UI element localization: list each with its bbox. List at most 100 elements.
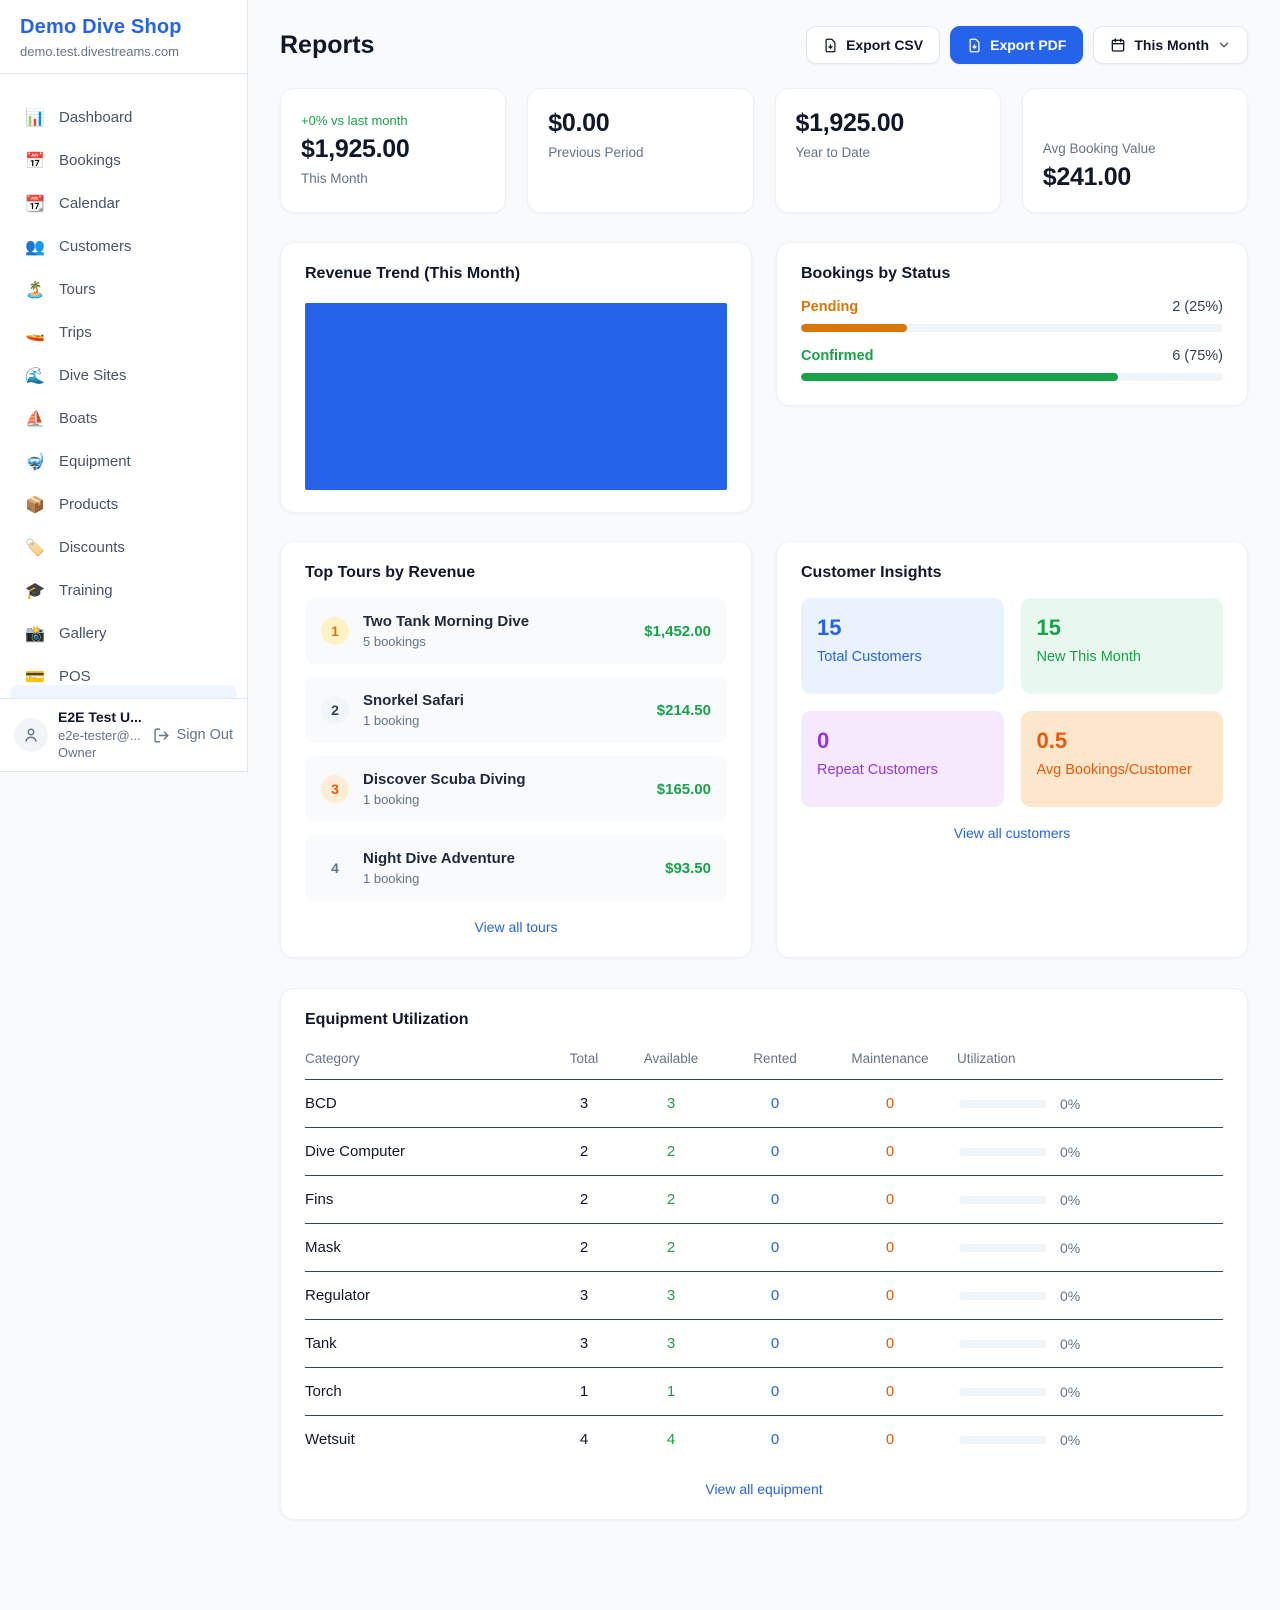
stat-label: Year to Date	[795, 145, 871, 160]
user-meta: E2E Test U... e2e-tester@... Owner	[58, 708, 142, 762]
sidebar-item[interactable]: 📸 Gallery	[10, 612, 237, 655]
nav-icon: 📆	[25, 195, 45, 213]
equipment-total: 2	[579, 1143, 589, 1160]
sidebar-item-reports-partial[interactable]	[10, 684, 237, 699]
nav-icon: 📅	[25, 152, 45, 170]
equipment-utilization-title: Equipment Utilization	[305, 1011, 469, 1028]
top-tours-list: 1 Two Tank Morning Dive 5 bookings $1,45…	[305, 598, 727, 901]
sidebar-item[interactable]: 🎓 Training	[10, 569, 237, 612]
export-pdf-button[interactable]: Export PDF	[950, 26, 1084, 64]
header-actions: Export CSV Export PDF	[806, 26, 1248, 64]
top-tours-card: Top Tours by Revenue 1 Two Tank Morning …	[280, 541, 752, 958]
stat-card: $0.00 Previous Period	[527, 88, 754, 213]
export-csv-button[interactable]: Export CSV	[806, 26, 941, 64]
equipment-available: 2	[666, 1143, 676, 1160]
tour-bookings: 5 bookings	[363, 634, 426, 649]
rank-badge: 3	[321, 775, 349, 803]
sidebar-item-label: Gallery	[59, 625, 107, 642]
tour-name: Two Tank Morning Dive	[363, 613, 530, 630]
equipment-rented: 0	[770, 1143, 780, 1160]
equipment-maintenance: 0	[885, 1239, 895, 1256]
view-all-tours-link[interactable]: View all tours	[474, 919, 558, 935]
page-header: Reports Export CSV Export PDF	[280, 26, 1248, 64]
rank-badge: 2	[321, 696, 349, 724]
insight-value: 0.5	[1036, 728, 1068, 753]
status-progress-track	[801, 373, 1223, 381]
revenue-trend-title: Revenue Trend (This Month)	[305, 265, 521, 282]
insight-tile: 15 New This Month	[1020, 598, 1223, 694]
table-row: Regulator 3 3 0 0 0%	[305, 1272, 1223, 1320]
insight-value: 0	[817, 728, 830, 753]
equipment-available: 3	[666, 1287, 676, 1304]
insight-label: New This Month	[1036, 649, 1142, 665]
equipment-rented: 0	[770, 1335, 780, 1352]
sidebar-item[interactable]: 🏷️ Discounts	[10, 526, 237, 569]
revenue-trend-chart	[305, 303, 727, 490]
avatar	[14, 718, 48, 752]
sidebar-item[interactable]: 👥 Customers	[10, 225, 237, 268]
equipment-rented: 0	[770, 1431, 780, 1448]
col-rented: Rented	[753, 1051, 797, 1066]
status-progress-fill	[801, 324, 907, 332]
customer-insights-card: Customer Insights 15 Total Customers 15 …	[776, 541, 1248, 958]
view-all-equipment-link[interactable]: View all equipment	[705, 1481, 823, 1497]
insight-label: Total Customers	[817, 649, 922, 665]
col-maintenance: Maintenance	[851, 1051, 929, 1066]
equipment-category: Mask	[305, 1239, 341, 1256]
sidebar-user-footer: E2E Test U... e2e-tester@... Owner Sign …	[0, 698, 247, 771]
sidebar-item[interactable]: 🚤 Trips	[10, 311, 237, 354]
status-count: 2 (25%)	[1172, 299, 1223, 315]
sidebar-item[interactable]: 🤿 Equipment	[10, 440, 237, 483]
utilization-percent: 0%	[1060, 1143, 1081, 1160]
user-role: Owner	[58, 745, 97, 761]
utilization-bar	[959, 1387, 1047, 1396]
sign-out-icon	[153, 727, 169, 743]
period-label: This Month	[1134, 37, 1209, 53]
sidebar-item[interactable]: 🌊 Dive Sites	[10, 354, 237, 397]
sidebar-item[interactable]: 🏝️ Tours	[10, 268, 237, 311]
sign-out-button[interactable]: Sign Out	[153, 727, 233, 744]
equipment-maintenance: 0	[885, 1143, 895, 1160]
equipment-rented: 0	[770, 1287, 780, 1304]
sidebar-item[interactable]: 📦 Products	[10, 483, 237, 526]
tour-revenue: $165.00	[656, 780, 711, 798]
main-content: Reports Export CSV Export PDF	[248, 0, 1280, 1552]
export-csv-label: Export CSV	[846, 37, 924, 53]
period-select[interactable]: This Month	[1093, 26, 1248, 64]
utilization-percent: 0%	[1060, 1383, 1081, 1400]
sidebar-item[interactable]: 📊 Dashboard	[10, 96, 237, 139]
view-all-customers-link[interactable]: View all customers	[953, 825, 1071, 841]
table-row: Fins 2 2 0 0 0%	[305, 1176, 1223, 1224]
sidebar-item[interactable]: 📅 Bookings	[10, 139, 237, 182]
sidebar-item[interactable]: 💳 POS	[10, 655, 237, 685]
charts-row: Revenue Trend (This Month) Bookings by S…	[280, 242, 1248, 513]
nav-icon: 🚤	[25, 324, 45, 342]
sidebar-item[interactable]: ⛵ Boats	[10, 397, 237, 440]
insight-value: 15	[817, 615, 842, 640]
insight-label: Avg Bookings/Customer	[1036, 762, 1192, 778]
col-total: Total	[569, 1051, 599, 1066]
tour-name: Snorkel Safari	[363, 692, 464, 709]
insight-tiles: 15 Total Customers 15 New This Month 0 R…	[801, 598, 1223, 807]
tour-row: 4 Night Dive Adventure 1 booking $93.50	[305, 835, 727, 901]
equipment-total: 1	[579, 1383, 589, 1400]
stat-label: Avg Booking Value	[1042, 141, 1156, 156]
equipment-total: 3	[579, 1095, 589, 1112]
file-download-icon	[825, 38, 836, 52]
stat-card: +0% vs last month $1,925.00 This Month	[280, 88, 507, 213]
equipment-total: 4	[579, 1431, 589, 1448]
nav-icon: 🌊	[25, 367, 45, 385]
sidebar-item-label: Dashboard	[59, 109, 133, 126]
utilization-percent: 0%	[1060, 1431, 1081, 1448]
col-utilization: Utilization	[957, 1051, 1016, 1066]
sidebar-item[interactable]: 📆 Calendar	[10, 182, 237, 225]
utilization-bar	[959, 1243, 1047, 1252]
file-download-icon	[969, 38, 980, 52]
equipment-available: 3	[666, 1335, 676, 1352]
stats-row: +0% vs last month $1,925.00 This Month $…	[280, 88, 1248, 213]
equipment-maintenance: 0	[885, 1191, 895, 1208]
table-row: Mask 2 2 0 0 0%	[305, 1224, 1223, 1272]
nav-icon: 📊	[25, 109, 45, 127]
equipment-category: Fins	[305, 1191, 334, 1208]
sidebar-item-label: Equipment	[59, 453, 131, 470]
